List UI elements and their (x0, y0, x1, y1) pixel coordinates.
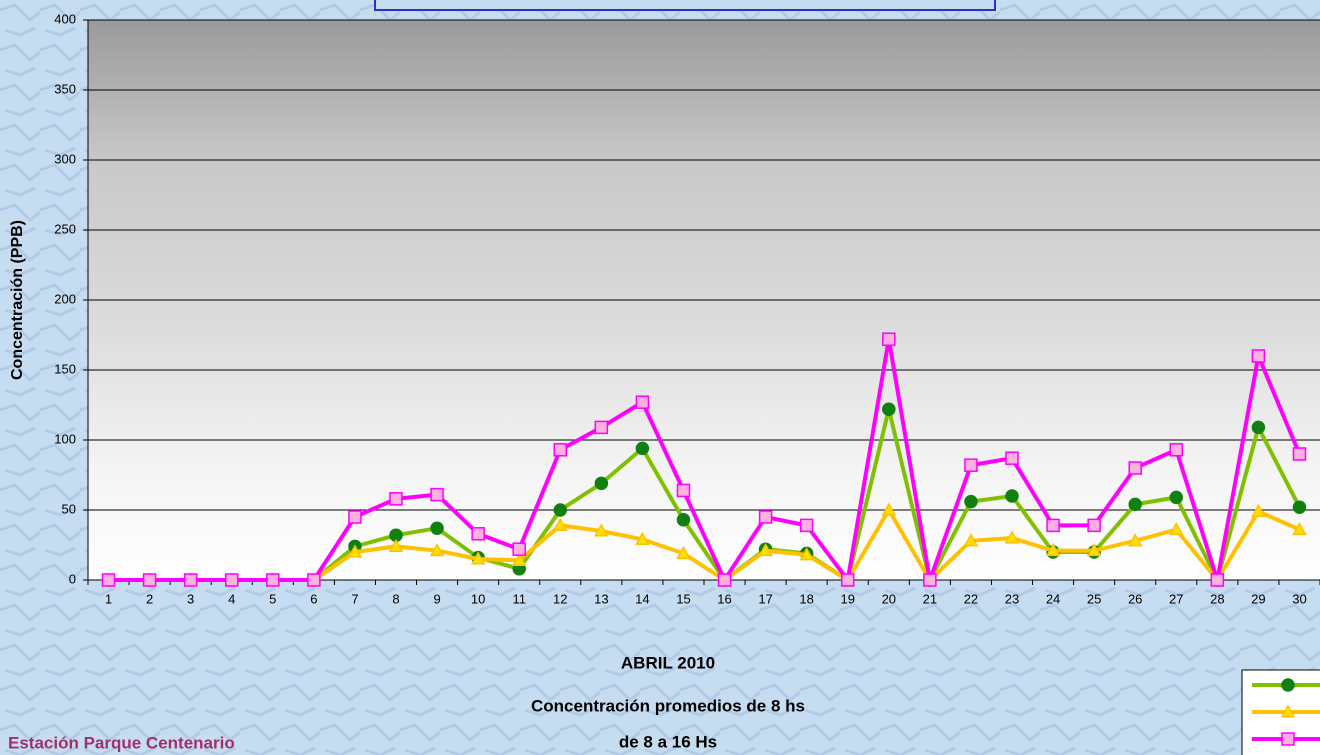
point (349, 511, 361, 523)
point (677, 484, 689, 496)
point (144, 574, 156, 586)
point (1006, 452, 1018, 464)
x-tick-label: 13 (594, 591, 608, 606)
y-tick-label: 200 (54, 291, 76, 306)
x-tick-label: 2 (146, 591, 153, 606)
point (308, 574, 320, 586)
x-tick-label: 28 (1210, 591, 1224, 606)
x-tick-label: 25 (1087, 591, 1101, 606)
point (883, 333, 895, 345)
x-tick-label: 11 (512, 591, 526, 606)
x-tick-label: 14 (635, 591, 649, 606)
point (1170, 444, 1182, 456)
point (1252, 350, 1264, 362)
x-tick-label: 3 (187, 591, 194, 606)
point (431, 522, 443, 534)
point (1047, 519, 1059, 531)
x-tick-label: 16 (717, 591, 731, 606)
point (1211, 574, 1223, 586)
x-tick-label: 30 (1292, 591, 1306, 606)
point (924, 574, 936, 586)
x-tick-label: 24 (1046, 591, 1060, 606)
point (1129, 498, 1141, 510)
point (719, 574, 731, 586)
x-tick-label: 26 (1128, 591, 1142, 606)
title-line: de 8 a 16 Hs (619, 732, 717, 751)
x-tick-label: 17 (758, 591, 772, 606)
point (1293, 448, 1305, 460)
x-tick-label: 6 (310, 591, 317, 606)
point (883, 403, 895, 415)
point (185, 574, 197, 586)
point (1252, 421, 1264, 433)
title-line: Concentración promedios de 8 hs (531, 696, 805, 715)
point (1006, 490, 1018, 502)
x-tick-label: 10 (471, 591, 485, 606)
legend-marker (1282, 733, 1294, 745)
title-line: ABRIL 2010 (621, 653, 715, 672)
point (965, 496, 977, 508)
y-tick-label: 0 (69, 571, 76, 586)
x-tick-label: 19 (840, 591, 854, 606)
point (1088, 519, 1100, 531)
header-box (375, 0, 995, 10)
point (226, 574, 238, 586)
point (554, 504, 566, 516)
y-tick-label: 400 (54, 11, 76, 26)
x-tick-label: 21 (923, 591, 937, 606)
y-tick-label: 150 (54, 361, 76, 376)
y-tick-label: 100 (54, 431, 76, 446)
x-tick-label: 7 (351, 591, 358, 606)
point (595, 477, 607, 489)
point (677, 514, 689, 526)
legend-marker (1282, 679, 1294, 691)
point (1129, 462, 1141, 474)
station-label: Estación Parque Centenario (8, 733, 235, 752)
point (842, 574, 854, 586)
x-tick-label: 5 (269, 591, 276, 606)
point (431, 489, 443, 501)
y-tick-label: 250 (54, 221, 76, 236)
page: Concentración (PPB) ABRIL 2010 Concentra… (0, 0, 1320, 755)
x-tick-label: 8 (392, 591, 399, 606)
y-tick-label: 350 (54, 81, 76, 96)
point (595, 421, 607, 433)
y-tick-label: 50 (62, 501, 76, 516)
point (554, 444, 566, 456)
point (636, 442, 648, 454)
point (760, 511, 772, 523)
x-tick-label: 27 (1169, 591, 1183, 606)
point (1293, 501, 1305, 513)
point (513, 543, 525, 555)
x-tick-label: 4 (228, 591, 235, 606)
x-tick-label: 29 (1251, 591, 1265, 606)
point (801, 519, 813, 531)
point (472, 528, 484, 540)
point (636, 396, 648, 408)
point (267, 574, 279, 586)
x-tick-label: 20 (882, 591, 896, 606)
point (1170, 491, 1182, 503)
point (103, 574, 115, 586)
point (965, 459, 977, 471)
x-tick-label: 18 (799, 591, 813, 606)
x-tick-label: 12 (553, 591, 567, 606)
x-tick-label: 1 (105, 591, 112, 606)
point (390, 493, 402, 505)
x-tick-label: 15 (676, 591, 690, 606)
y-axis-label: Concentración (PPB) (9, 220, 26, 380)
x-tick-label: 23 (1005, 591, 1019, 606)
y-tick-label: 300 (54, 151, 76, 166)
chart: Concentración (PPB) ABRIL 2010 Concentra… (0, 0, 1320, 755)
x-tick-label: 22 (964, 591, 978, 606)
x-tick-label: 9 (433, 591, 440, 606)
